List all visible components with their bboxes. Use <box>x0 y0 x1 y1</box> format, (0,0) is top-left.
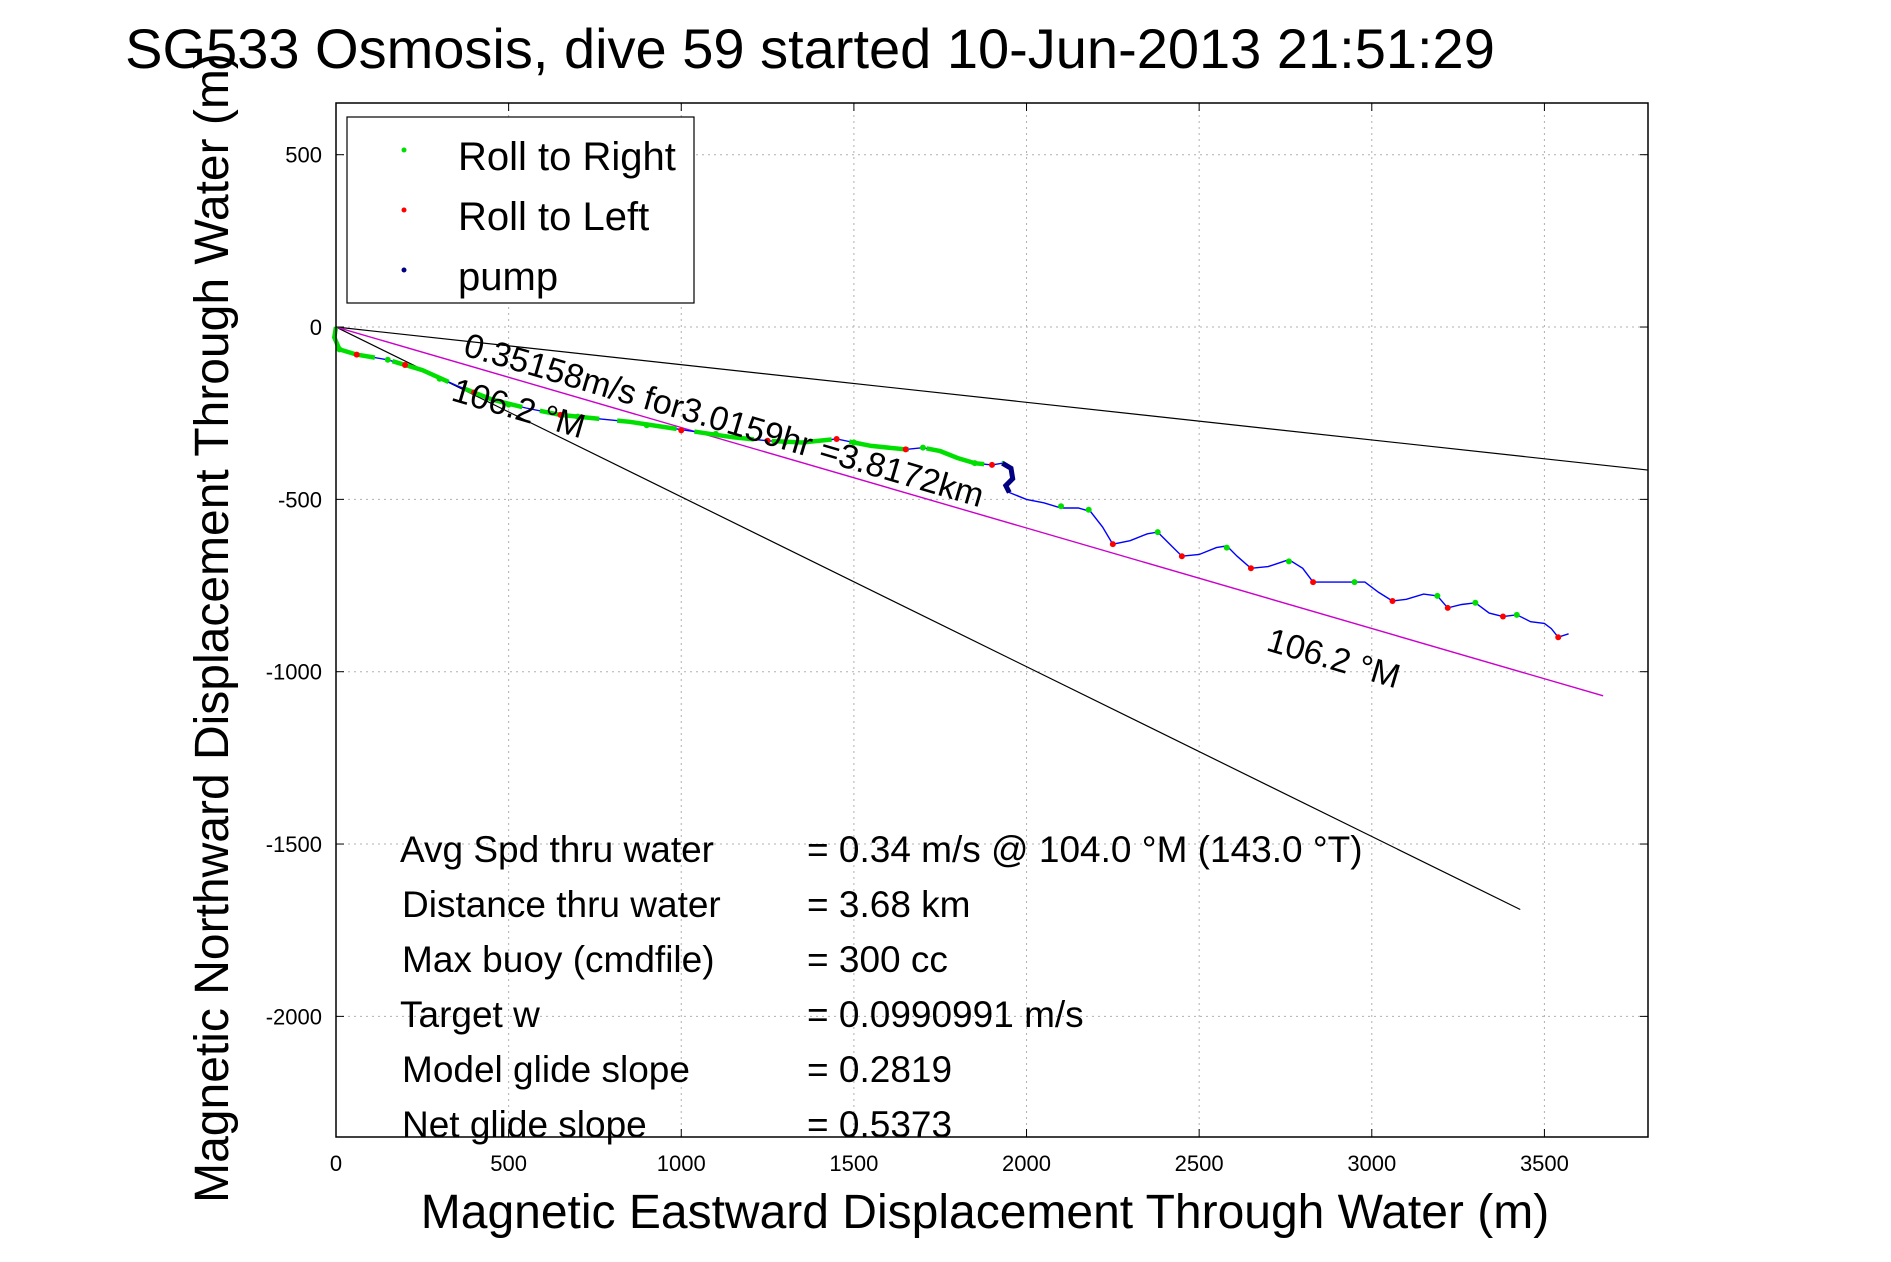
roll-left-point <box>764 437 771 444</box>
roll-right-point <box>919 444 926 451</box>
roll-right-point <box>1434 592 1441 599</box>
legend: Roll to Right Roll to Left pump <box>346 116 695 304</box>
y-tick-label: 0 <box>310 315 322 340</box>
legend-marker-roll-left <box>401 207 407 213</box>
stat-value: = 0.5373 <box>807 1104 952 1145</box>
legend-label-roll-right: Roll to Right <box>458 135 676 179</box>
roll-right-point <box>1513 611 1520 618</box>
roll-right-point <box>1058 503 1065 510</box>
stat-label: Max buoy (cmdfile) <box>402 939 715 980</box>
roll-right-point <box>336 346 343 353</box>
y-tick-label: -1500 <box>266 832 322 857</box>
x-axis-label: Magnetic Eastward Displacement Through W… <box>421 1186 1549 1239</box>
roll-right-point <box>1472 599 1479 606</box>
x-tick-label: 1000 <box>657 1151 706 1176</box>
axis-ticks: 0 500 1000 1500 2000 2500 3000 3500 500 0 -500 -100… <box>266 103 1648 1176</box>
roll-left-point <box>402 361 409 368</box>
roll-left-point <box>353 351 360 358</box>
roll-right-point <box>1285 558 1292 565</box>
roll-right-point <box>971 460 978 467</box>
roll-left-point <box>678 427 685 434</box>
legend-label-roll-left: Roll to Left <box>458 195 649 239</box>
y-tick-label: 500 <box>285 143 322 168</box>
chart-title: SG533 Osmosis, dive 59 started 10-Jun-20… <box>125 17 1495 80</box>
stat-value: = 3.68 km <box>807 884 971 925</box>
roll-right-point <box>436 375 443 382</box>
roll-left-point <box>989 461 995 468</box>
roll-right-point <box>384 356 391 363</box>
stat-label: Avg Spd thru water <box>400 829 714 870</box>
roll-right-point <box>1085 506 1092 513</box>
roll-left-point <box>1499 613 1506 620</box>
y-tick-label: -500 <box>278 487 322 512</box>
roll-left-point <box>1555 634 1562 641</box>
stats-block: Avg Spd thru water = 0.34 m/s @ 104.0 °M… <box>400 829 1363 1145</box>
roll-left-point <box>1178 553 1185 560</box>
track-points <box>336 346 1562 641</box>
legend-marker-pump <box>401 267 407 273</box>
roll-right-point <box>712 430 719 437</box>
roll-right-point <box>1351 579 1358 586</box>
y-axis-label: Magnetic Northward Displacement Through … <box>186 53 239 1203</box>
net-heading-line <box>335 326 1604 697</box>
roll-right-point <box>1154 529 1161 536</box>
roll-left-point <box>557 411 564 418</box>
stat-label: Distance thru water <box>402 884 721 925</box>
x-tick-label: 2500 <box>1175 1151 1224 1176</box>
stat-value: = 0.34 m/s @ 104.0 °M (143.0 °T) <box>807 829 1363 870</box>
roll-right-point <box>781 439 788 446</box>
x-tick-label: 2000 <box>1002 1151 1051 1176</box>
roll-right-point <box>643 422 650 429</box>
x-tick-label: 0 <box>330 1151 342 1176</box>
roll-right-point <box>850 439 857 446</box>
y-tick-label: -1000 <box>266 660 322 685</box>
lower-heading-line <box>335 326 1521 911</box>
roll-right-point <box>574 413 581 420</box>
stat-value: = 0.0990991 m/s <box>807 994 1084 1035</box>
y-tick-label: -2000 <box>266 1004 322 1029</box>
roll-right-point <box>505 401 512 408</box>
stat-label: Target w <box>400 994 540 1035</box>
upper-heading-line <box>335 326 1649 471</box>
x-tick-label: 3500 <box>1520 1151 1569 1176</box>
roll-right-point <box>1223 544 1230 551</box>
x-tick-label: 3000 <box>1347 1151 1396 1176</box>
stat-value: = 0.2819 <box>807 1049 952 1090</box>
legend-marker-roll-right <box>401 147 407 153</box>
roll-left-point <box>471 389 478 396</box>
stat-label: Net glide slope <box>402 1104 647 1145</box>
stat-label: Model glide slope <box>402 1049 690 1090</box>
axes-frame <box>335 102 1649 1138</box>
pump-segment-line <box>1001 461 1016 494</box>
roll-left-point <box>1109 541 1116 548</box>
x-tick-label: 500 <box>490 1151 527 1176</box>
roll-left-point <box>1310 579 1317 586</box>
roll-left-point <box>833 436 840 443</box>
stat-value: = 300 cc <box>807 939 948 980</box>
roll-left-point <box>1247 565 1254 572</box>
roll-left-point <box>1444 604 1451 611</box>
legend-label-pump: pump <box>458 255 558 299</box>
roll-left-point <box>1389 598 1396 605</box>
roll-left-point <box>902 446 909 453</box>
x-tick-label: 1500 <box>829 1151 878 1176</box>
